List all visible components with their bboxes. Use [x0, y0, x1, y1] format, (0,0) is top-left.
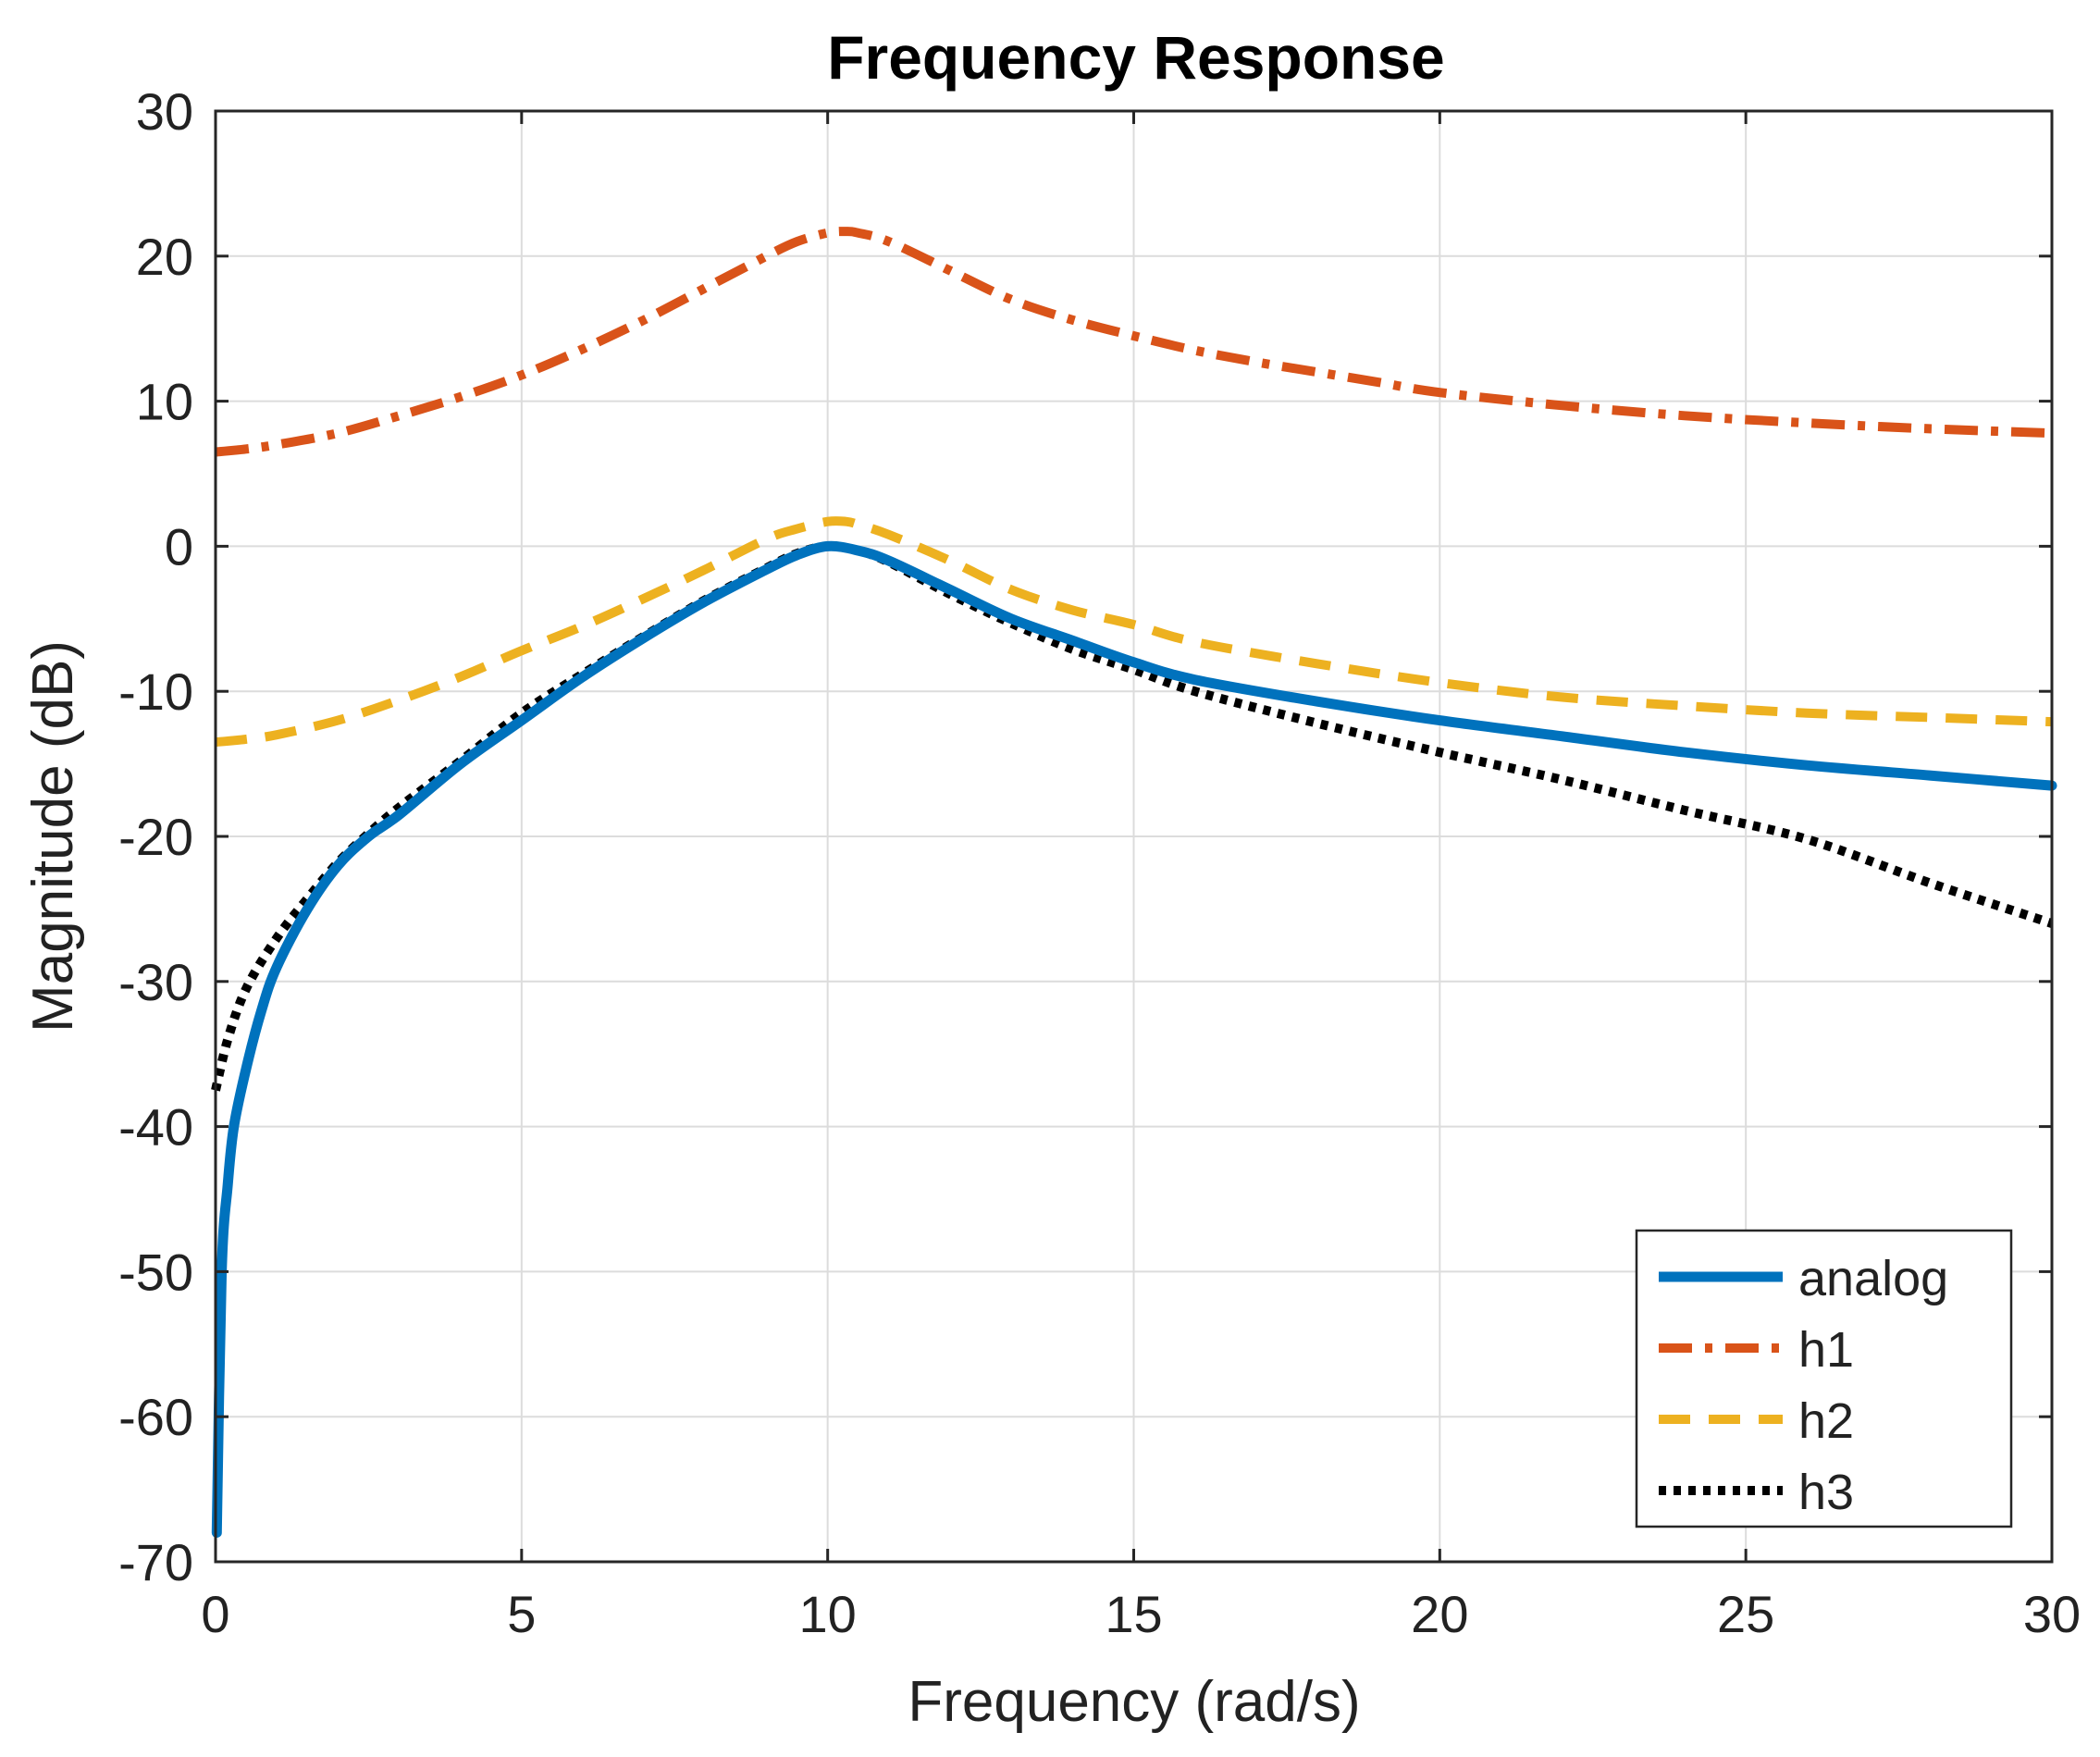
legend-label-h3: h3	[1798, 1465, 1854, 1520]
y-tick-label: -10	[118, 662, 193, 721]
x-tick-label: 20	[1411, 1585, 1468, 1643]
legend-label-analog: analog	[1798, 1251, 1948, 1306]
series-line-h1	[215, 227, 2053, 457]
x-tick-label: 0	[201, 1585, 229, 1643]
legend-label-h1: h1	[1798, 1322, 1854, 1378]
y-tick-label: -30	[118, 953, 193, 1011]
y-tick-label: 20	[136, 228, 193, 286]
y-tick-label: 30	[136, 82, 193, 141]
x-tick-label: 30	[2023, 1585, 2081, 1643]
y-tick-label: 10	[136, 373, 193, 431]
y-tick-label: -70	[118, 1533, 193, 1591]
y-tick-label: 0	[165, 517, 193, 575]
y-tick-label: -50	[118, 1243, 193, 1301]
legend: analog h1 h2 h3	[1635, 1229, 2013, 1528]
axis-ticks: 0 5 10 15 20 25 30 -70 -60 -50 -40 -30 -20 -10 0 10 20 30	[118, 82, 2081, 1643]
x-tick-label: 5	[507, 1585, 536, 1643]
plot-lines	[211, 227, 2057, 1539]
y-tick-label: -60	[118, 1388, 193, 1446]
x-tick-label: 15	[1105, 1585, 1162, 1643]
x-tick-label: 10	[799, 1585, 857, 1643]
y-tick-label: -20	[118, 808, 193, 866]
chart-title: Frequency Response	[827, 23, 1445, 92]
grid	[216, 111, 2052, 1562]
series-line-analog	[211, 540, 2057, 1539]
legend-label-h2: h2	[1798, 1393, 1854, 1449]
y-axis-label: Magnitude (dB)	[21, 640, 85, 1033]
y-tick-label: -40	[118, 1098, 193, 1157]
x-tick-label: 25	[1717, 1585, 1774, 1643]
x-axis-label: Frequency (rad/s)	[908, 1670, 1360, 1734]
series-line-h2	[215, 515, 2053, 748]
